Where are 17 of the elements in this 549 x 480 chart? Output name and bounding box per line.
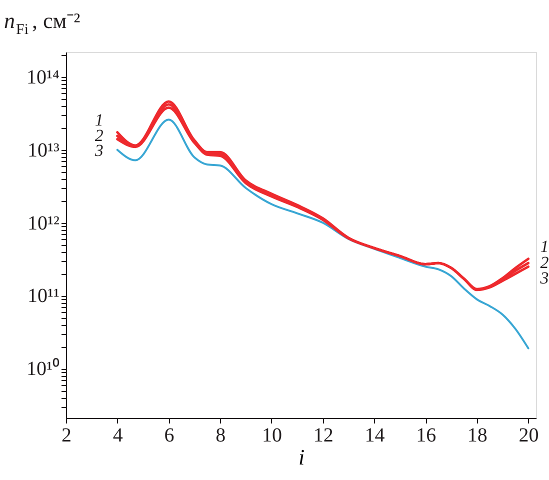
x-tick-label: 16: [416, 424, 436, 446]
y-tick-label: 10¹⁰: [26, 357, 60, 380]
x-tick-label: 12: [313, 424, 334, 446]
x-tick-label: 4: [112, 424, 123, 446]
series-label: 1: [540, 236, 549, 256]
x-tick-label: 14: [364, 424, 385, 446]
x-tick-label: 18: [467, 424, 488, 446]
y-tick-label: 10¹³: [28, 139, 60, 162]
x-tick-label: 20: [518, 424, 539, 446]
x-axis-title: i: [298, 444, 305, 470]
x-tick-label: 2: [62, 424, 72, 446]
y-tick-label: 10¹¹: [28, 285, 60, 308]
y-tick-label: 10¹²: [28, 212, 60, 234]
x-tick-label: 10: [262, 424, 282, 446]
x-tick-label: 6: [164, 424, 174, 446]
x-tick-label: 8: [216, 424, 226, 446]
y-tick-label: 10¹⁴: [26, 66, 60, 88]
